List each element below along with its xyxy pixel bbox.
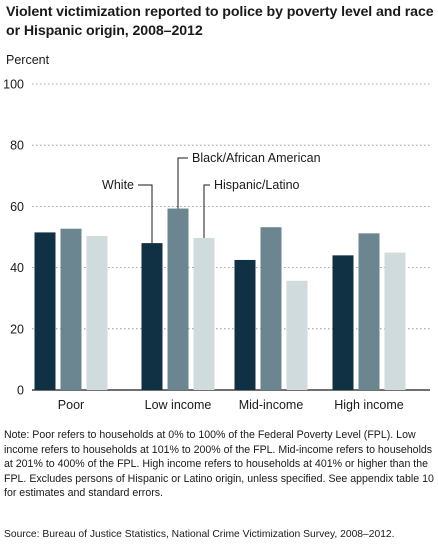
y-tick-labels: 0 20 40 60 80 100	[3, 78, 24, 398]
y-tick-label: 80	[10, 139, 24, 153]
legend-leader-line	[177, 157, 188, 209]
chart-title: Violent victimization reported to police…	[6, 4, 434, 39]
chart-source: Source: Bureau of Justice Statistics, Na…	[4, 529, 395, 540]
bar	[358, 233, 380, 390]
y-tick-label: 60	[10, 200, 24, 214]
bar	[86, 236, 108, 390]
bar	[193, 237, 215, 390]
bar-chart: Percent 0 20 40 60 80 100 Poor Low income Mid-i…	[3, 53, 430, 412]
y-tick-label: 100	[3, 78, 24, 92]
x-tick-label: Poor	[58, 398, 84, 412]
y-tick-label: 40	[10, 261, 24, 275]
x-tick-label: Low income	[145, 398, 212, 412]
bar	[167, 208, 189, 390]
legend-leader-line	[138, 184, 153, 244]
legend-callouts: White Black/African American Hispanic/Lati…	[102, 151, 321, 244]
legend-label: Hispanic/Latino	[214, 178, 300, 192]
legend-label: White	[102, 178, 134, 192]
bar	[260, 227, 282, 390]
bars	[34, 208, 406, 390]
bar	[286, 280, 308, 390]
legend-leader-line	[203, 184, 210, 238]
legend-label: Black/African American	[192, 151, 321, 165]
y-tick-label: 20	[10, 322, 24, 336]
x-tick-labels: Poor Low income Mid-income High income	[58, 398, 404, 412]
chart-note: Note: Poor refers to households at 0% to…	[4, 429, 434, 500]
bar	[34, 232, 56, 390]
bar	[384, 252, 406, 390]
x-tick-label: Mid-income	[239, 398, 304, 412]
bar	[60, 228, 82, 390]
bar	[141, 243, 163, 390]
bar	[332, 255, 354, 390]
y-axis-label: Percent	[6, 53, 50, 67]
x-tick-label: High income	[334, 398, 404, 412]
bar	[234, 259, 256, 390]
y-tick-label: 0	[17, 384, 24, 398]
